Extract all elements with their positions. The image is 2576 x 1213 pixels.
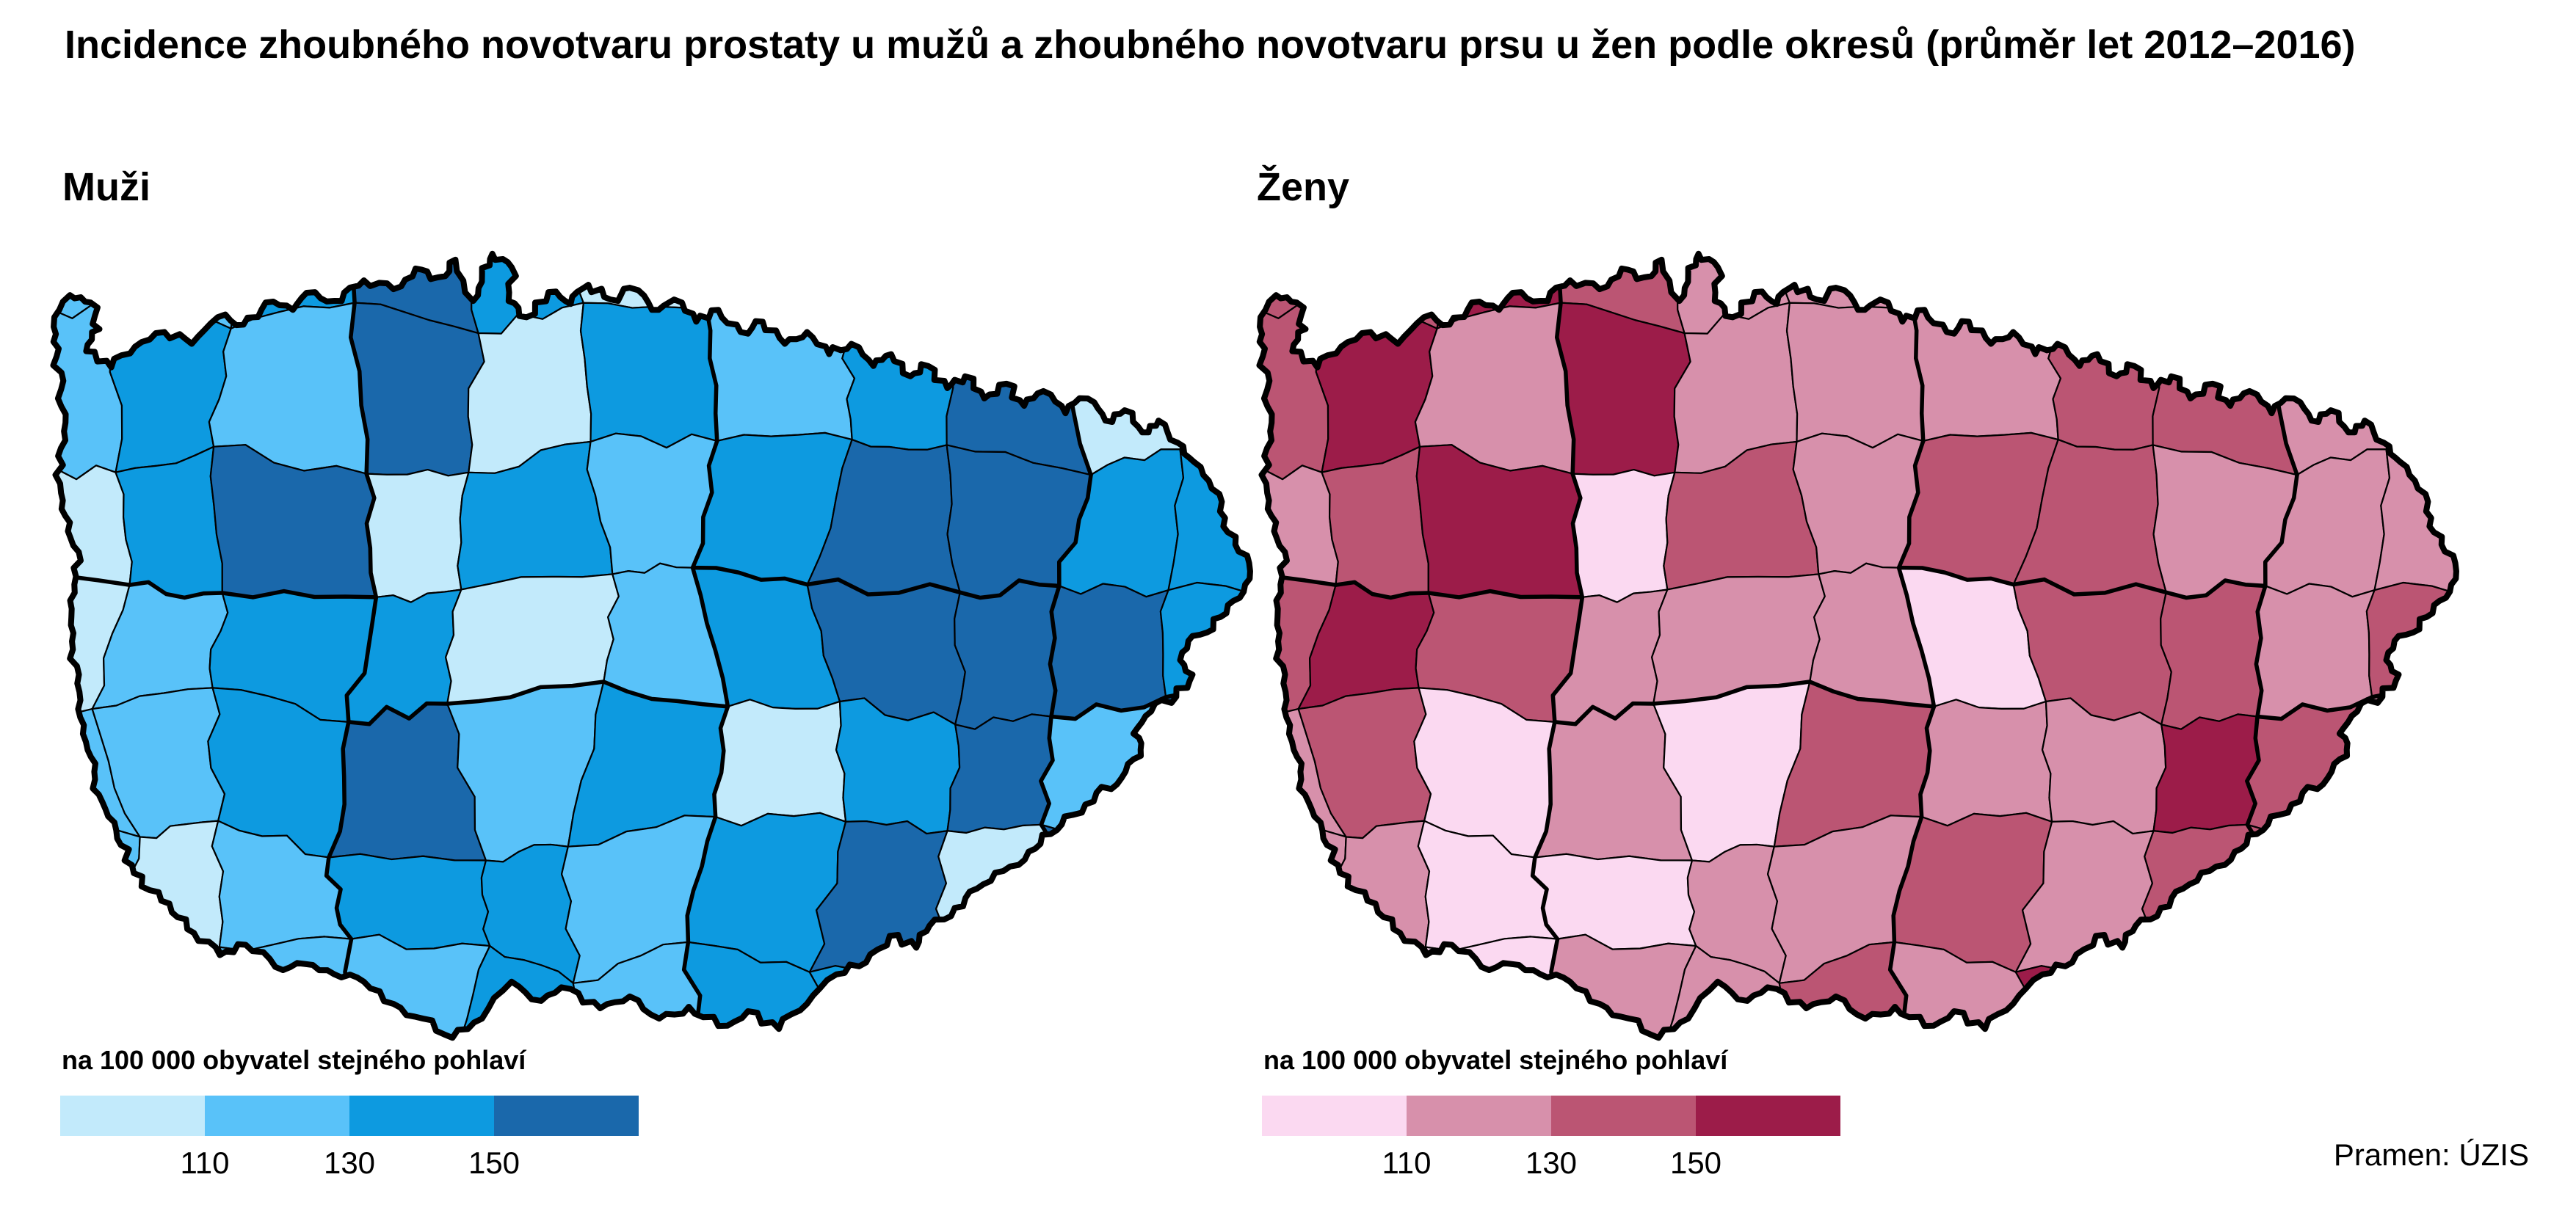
legend-tick-zeny-150: 150 [1669,1145,1722,1180]
figure-title: Incidence zhoubného novotvaru prostaty u… [65,23,2356,67]
legend-title-zeny: na 100 000 obyvatel stejného pohlaví [1263,1045,1728,1075]
legend-tick-muzi-110: 110 [180,1145,230,1180]
district-polygons [1259,253,2456,1038]
legend-swatch-zeny-3 [1696,1096,1840,1136]
national-border [1256,250,2459,1041]
district-polygons [53,253,1250,1038]
legend-swatch-muzi-1 [205,1096,349,1136]
legend-tick-zeny-130: 130 [1525,1145,1578,1180]
legend-swatch-muzi-3 [494,1096,639,1136]
legend-tick-zeny-110: 110 [1382,1145,1432,1180]
legend-ticks-zeny: 110 130 150 [1262,1145,1923,1181]
choropleth-map-muzi [40,233,1259,1052]
legend-colorbar-zeny [1262,1096,1840,1136]
source-credit: Pramen: ÚZIS [2333,1137,2529,1172]
map-label-muzi: Muži [62,165,150,209]
national-border [50,250,1253,1041]
legend-zeny: na 100 000 obyvatel stejného pohlaví 110… [1262,1045,1923,1181]
legend-swatch-muzi-0 [60,1096,205,1136]
legend-swatch-zeny-2 [1551,1096,1696,1136]
legend-swatch-zeny-1 [1407,1096,1551,1136]
legend-title-muzi: na 100 000 obyvatel stejného pohlaví [62,1045,526,1075]
legend-swatch-muzi-2 [349,1096,494,1136]
legend-tick-muzi-150: 150 [468,1145,520,1180]
choropleth-map-zeny [1247,233,2465,1052]
legend-colorbar-muzi [60,1096,639,1136]
map-label-zeny: Ženy [1257,165,1350,209]
legend-muzi: na 100 000 obyvatel stejného pohlaví 110… [60,1045,721,1181]
czech-districts-svg-zeny [1256,250,2459,1041]
legend-swatch-zeny-0 [1262,1096,1407,1136]
legend-tick-muzi-130: 130 [323,1145,376,1180]
legend-ticks-muzi: 110 130 150 [60,1145,721,1181]
czech-districts-svg-muzi [50,250,1253,1041]
